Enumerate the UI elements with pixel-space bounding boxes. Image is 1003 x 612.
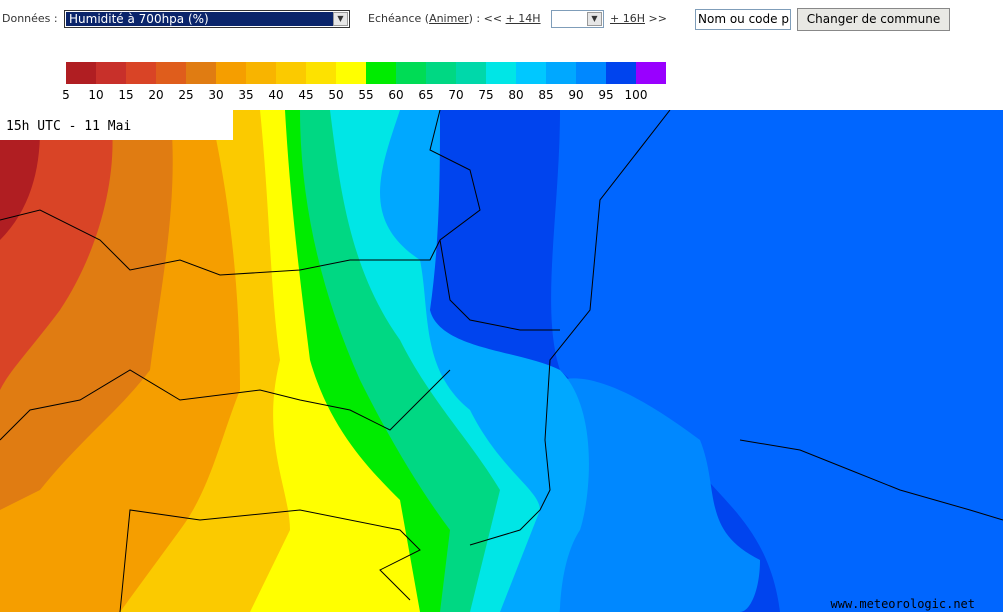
legend-label: 75 [478,88,494,102]
map: 15h UTC - 11 Mai www.meteorologic.net [0,110,1003,612]
legend-swatch [396,62,426,84]
next: + 16H >> [610,12,667,25]
legend-label: 15 [118,88,134,102]
legend: 5 10 15 20 25 30 35 40 45 50 55 60 65 70 75 80 85 90 95 100 [0,60,700,105]
border-line [0,369,451,441]
legend-label: 5 [62,88,70,102]
legend-swatch [336,62,366,84]
border-line [119,509,421,612]
legend-swatch [456,62,486,84]
data-select-value: Humidité à 700hpa (%) [66,12,335,26]
legend-label: 45 [298,88,314,102]
legend-label: 25 [178,88,194,102]
legend-swatch [486,62,516,84]
hour-select[interactable]: ▼ [551,10,604,28]
legend-swatch [96,62,126,84]
dropdown-arrow: ▼ [333,12,348,26]
map-image: 15h UTC - 11 Mai www.meteorologic.net [0,110,1003,612]
legend-label: 35 [238,88,254,102]
border-line [469,110,671,546]
legend-swatch [606,62,636,84]
legend-label: 95 [598,88,614,102]
next-link[interactable]: + 16H [610,12,645,25]
border-line [739,439,1003,521]
legend-label: 20 [148,88,164,102]
data-label: Données : [2,12,58,25]
legend-label: 60 [388,88,404,102]
legend-swatch [516,62,546,84]
commune-button[interactable]: Changer de commune [797,8,950,31]
legend-label: 100 [624,88,648,102]
legend-label: 65 [418,88,434,102]
legend-label: 85 [538,88,554,102]
legend-swatch [216,62,246,84]
legend-swatch [246,62,276,84]
legend-swatch [276,62,306,84]
zone [0,130,40,240]
border-line [0,110,481,276]
legend-swatch [66,62,96,84]
watermark: www.meteorologic.net [831,597,976,611]
border-line [439,239,560,331]
legend-swatch [576,62,606,84]
commune-input[interactable]: Nom ou code p [695,9,791,30]
zone [560,378,760,612]
echeance-label: Echéance ( [368,12,430,25]
time-label: 15h UTC - 11 Mai [6,119,131,134]
legend-label: 40 [268,88,284,102]
legend-label: 50 [328,88,344,102]
animate-link[interactable]: Animer [429,12,469,25]
legend-label: 80 [508,88,524,102]
data-select[interactable]: Humidité à 700hpa (%) ▼ [64,10,350,28]
legend-swatch [636,62,666,84]
dropdown-arrow: ▼ [587,12,602,26]
legend-label: 70 [448,88,464,102]
next-sep: >> [648,12,667,25]
legend-label: 90 [568,88,584,102]
legend-swatch [186,62,216,84]
echeance-sep: ) : << [468,12,503,25]
prev-link[interactable]: + 14H [505,12,541,25]
legend-swatch [156,62,186,84]
legend-label: 30 [208,88,224,102]
legend-swatch [366,62,396,84]
legend-swatch [126,62,156,84]
time-box [0,110,233,140]
legend-swatch [546,62,576,84]
echeance: Echéance (Animer) : << + 14H [368,12,541,25]
legend-swatch [426,62,456,84]
legend-label: 55 [358,88,374,102]
legend-swatch [306,62,336,84]
legend-label: 10 [88,88,104,102]
